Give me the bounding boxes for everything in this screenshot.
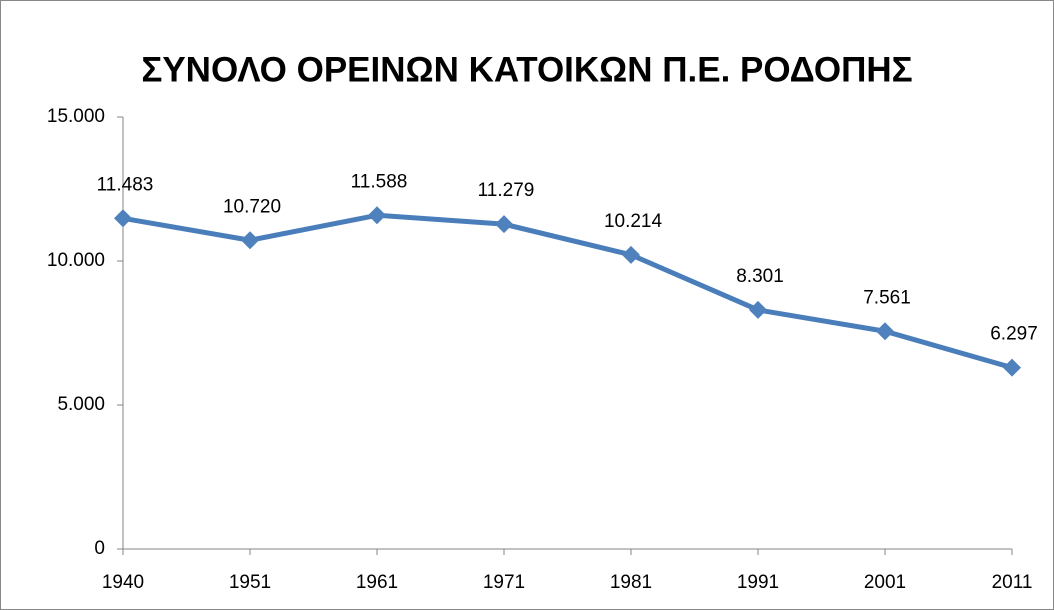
data-label: 10.720: [223, 196, 281, 217]
y-tick-label: 0: [94, 538, 105, 559]
x-tick-label: 1940: [102, 572, 144, 593]
x-tick-label: 2011: [992, 572, 1033, 593]
data-label: 11.588: [351, 171, 408, 192]
data-label: 8.301: [736, 266, 784, 287]
marker: [622, 245, 640, 264]
chart-title: ΣΥΝΟΛΟ ΟΡΕΙΝΩΝ ΚΑΤΟΙΚΩΝ Π.Ε. ΡΟΔΟΠΗΣ: [141, 50, 912, 89]
y-tick-label: 15.000: [47, 106, 105, 127]
data-label: 11.279: [478, 180, 535, 201]
data-label: 10.214: [604, 211, 663, 232]
x-tick-label: 1971: [483, 572, 525, 593]
marker: [241, 231, 259, 250]
x-tick-label: 1981: [610, 572, 652, 593]
x-tick-label: 1961: [356, 572, 398, 593]
marker: [749, 300, 767, 319]
data-label: 7.561: [863, 287, 911, 308]
x-tick-label: 1951: [229, 572, 271, 593]
x-tick-label: 1991: [737, 572, 779, 593]
data-label: 6.297: [990, 324, 1038, 345]
marker: [368, 206, 386, 225]
marker: [495, 215, 513, 234]
y-tick-label: 5.000: [57, 394, 105, 415]
series-line: [122, 212, 1013, 371]
marker: [1003, 358, 1021, 377]
marker: [114, 209, 132, 228]
marker: [876, 322, 894, 341]
data-label: 11.483: [97, 174, 154, 195]
y-tick-label: 10.000: [47, 250, 105, 271]
x-tick-label: 2001: [864, 572, 906, 593]
